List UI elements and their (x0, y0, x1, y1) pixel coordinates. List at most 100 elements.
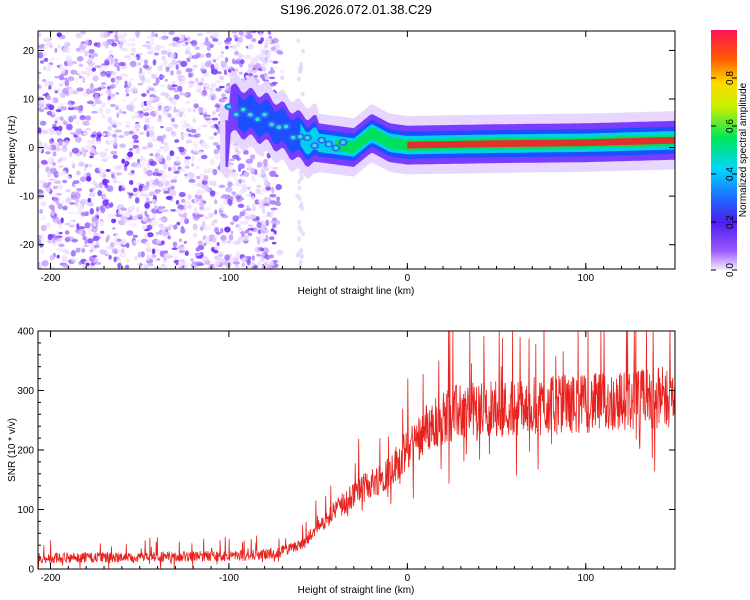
noise-speckle (61, 67, 66, 74)
noise-speckle (60, 217, 64, 224)
noise-speckle (115, 172, 122, 176)
noise-speckle (76, 56, 84, 62)
noise-speckle (122, 111, 127, 114)
noise-speckle (269, 200, 277, 205)
noise-speckle (140, 162, 145, 169)
noise-speckle (180, 60, 188, 67)
noise-speckle (125, 121, 132, 125)
noise-speckle (198, 173, 206, 177)
noise-speckle (201, 124, 208, 128)
noise-speckle (221, 239, 228, 245)
noise-speckle (207, 265, 212, 269)
noise-speckle (54, 116, 60, 121)
noise-speckle (117, 164, 123, 170)
noise-speckle (54, 120, 58, 124)
noise-speckle (91, 67, 97, 72)
noise-speckle (173, 224, 178, 230)
noise-speckle (229, 164, 233, 169)
noise-speckle (146, 224, 153, 231)
noise-speckle (136, 164, 141, 169)
noise-speckle (118, 61, 126, 67)
noise-speckle (38, 181, 44, 189)
noise-speckle (227, 181, 233, 188)
noise-speckle (146, 45, 150, 50)
noise-speckle (63, 41, 70, 48)
noise-speckle (182, 92, 188, 96)
noise-speckle (95, 99, 102, 105)
noise-speckle (58, 231, 63, 235)
noise-speckle (269, 69, 276, 74)
noise-speckle (143, 112, 150, 117)
noise-speckle (115, 129, 123, 133)
noise-speckle (245, 229, 250, 234)
noise-speckle (162, 58, 168, 66)
noise-speckle (172, 165, 177, 173)
noise-speckle (119, 253, 126, 258)
noise-speckle (265, 186, 272, 191)
noise-speckle (76, 223, 80, 230)
noise-speckle (88, 49, 95, 54)
noise-speckle (114, 34, 118, 38)
noise-speckle (152, 82, 158, 86)
noise-speckle (75, 120, 80, 125)
noise-speckle (38, 127, 42, 135)
noise-speckle (175, 64, 179, 70)
noise-speckle (178, 217, 186, 223)
noise-speckle (154, 33, 158, 38)
noise-speckle (93, 244, 100, 249)
noise-speckle (86, 100, 94, 105)
noise-speckle (80, 31, 87, 35)
noise-speckle (102, 65, 109, 70)
noise-speckle (245, 208, 252, 211)
noise-speckle (146, 99, 152, 106)
noise-speckle (203, 144, 211, 150)
noise-speckle (125, 264, 130, 269)
noise-speckle (178, 213, 185, 217)
noise-speckle (91, 110, 98, 114)
noise-speckle (233, 240, 240, 245)
noise-speckle (38, 133, 41, 136)
noise-speckle (113, 58, 119, 63)
noise-speckle (92, 255, 98, 258)
noise-speckle (192, 108, 196, 113)
noise-speckle (220, 61, 227, 68)
noise-speckle (65, 197, 72, 204)
noise-speckle (108, 31, 114, 34)
noise-speckle (42, 66, 47, 70)
noise-speckle (183, 122, 189, 128)
noise-speckle (133, 97, 138, 102)
noise-speckle (135, 213, 144, 219)
noise-speckle (38, 141, 44, 148)
noise-speckle (163, 260, 167, 263)
noise-speckle (115, 92, 120, 95)
noise-speckle (106, 245, 111, 250)
noise-speckle (100, 230, 105, 234)
noise-speckle (272, 166, 279, 170)
noise-speckle (38, 234, 42, 240)
noise-speckle (151, 254, 157, 258)
noise-speckle (121, 217, 128, 223)
noise-speckle (183, 264, 187, 269)
noise-speckle (240, 59, 245, 65)
noise-speckle (139, 52, 143, 56)
noise-speckle (85, 66, 92, 74)
noise-speckle (146, 197, 150, 203)
noise-speckle (64, 222, 71, 226)
noise-speckle (194, 133, 201, 138)
noise-speckle (268, 59, 273, 63)
noise-speckle (236, 215, 242, 219)
noise-speckle (256, 253, 261, 257)
noise-speckle (214, 209, 218, 215)
noise-speckle (155, 249, 160, 253)
noise-speckle (94, 87, 101, 92)
noise-speckle (110, 103, 116, 108)
ridge-band (407, 136, 675, 149)
noise-speckle (72, 183, 76, 188)
noise-speckle (180, 124, 185, 131)
y-tick-label: 0 (28, 565, 34, 576)
noise-speckle (148, 179, 154, 183)
noise-speckle (245, 158, 253, 164)
noise-speckle (98, 166, 102, 170)
noise-speckle (224, 85, 229, 92)
noise-speckle (107, 116, 113, 124)
